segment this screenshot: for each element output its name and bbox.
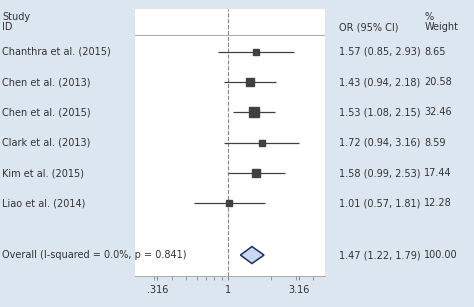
Text: 100.00: 100.00 [424, 250, 458, 260]
Text: ID: ID [2, 22, 13, 33]
Text: 17.44: 17.44 [424, 168, 452, 178]
Text: 1.53 (1.08, 2.15): 1.53 (1.08, 2.15) [339, 107, 420, 117]
Text: 12.28: 12.28 [424, 198, 452, 208]
Text: Chanthra et al. (2015): Chanthra et al. (2015) [2, 47, 111, 57]
Text: 1.72 (0.94, 3.16): 1.72 (0.94, 3.16) [339, 138, 420, 148]
Text: OR (95% CI): OR (95% CI) [339, 22, 399, 33]
Text: Kim et al. (2015): Kim et al. (2015) [2, 168, 84, 178]
Text: 1.47 (1.22, 1.79): 1.47 (1.22, 1.79) [339, 250, 420, 260]
Text: 1.01 (0.57, 1.81): 1.01 (0.57, 1.81) [339, 198, 420, 208]
Polygon shape [240, 247, 264, 263]
Text: 20.58: 20.58 [424, 77, 452, 87]
Text: 32.46: 32.46 [424, 107, 452, 117]
Text: Liao et al. (2014): Liao et al. (2014) [2, 198, 86, 208]
Text: Overall (I-squared = 0.0%, p = 0.841): Overall (I-squared = 0.0%, p = 0.841) [2, 250, 187, 260]
Text: 1.57 (0.85, 2.93): 1.57 (0.85, 2.93) [339, 47, 420, 57]
Text: 8.65: 8.65 [424, 47, 446, 57]
Text: Clark et al. (2013): Clark et al. (2013) [2, 138, 91, 148]
Text: 8.59: 8.59 [424, 138, 446, 148]
Text: Weight: Weight [424, 22, 458, 33]
Text: Study: Study [2, 12, 30, 22]
Text: %: % [424, 12, 433, 22]
Text: 1.58 (0.99, 2.53): 1.58 (0.99, 2.53) [339, 168, 420, 178]
Text: 1.43 (0.94, 2.18): 1.43 (0.94, 2.18) [339, 77, 420, 87]
Text: Chen et al. (2015): Chen et al. (2015) [2, 107, 91, 117]
Text: Chen et al. (2013): Chen et al. (2013) [2, 77, 91, 87]
